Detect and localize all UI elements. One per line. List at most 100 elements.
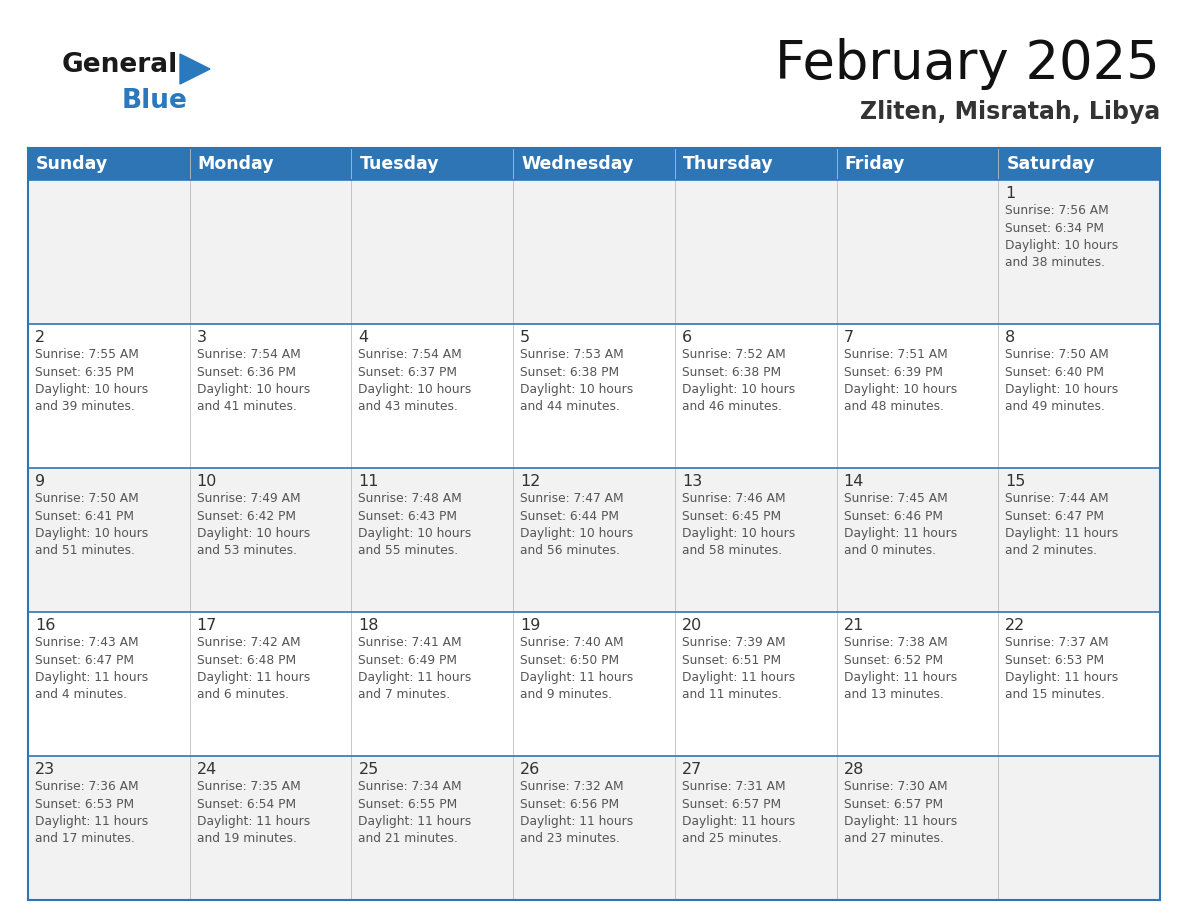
Text: February 2025: February 2025 — [776, 38, 1159, 90]
Text: Sunrise: 7:50 AM
Sunset: 6:41 PM
Daylight: 10 hours
and 51 minutes.: Sunrise: 7:50 AM Sunset: 6:41 PM Dayligh… — [34, 492, 148, 557]
Text: 16: 16 — [34, 618, 56, 633]
Text: Sunrise: 7:32 AM
Sunset: 6:56 PM
Daylight: 11 hours
and 23 minutes.: Sunrise: 7:32 AM Sunset: 6:56 PM Dayligh… — [520, 780, 633, 845]
Bar — [513, 612, 675, 756]
Text: Zliten, Misratah, Libya: Zliten, Misratah, Libya — [860, 100, 1159, 124]
Bar — [29, 180, 190, 324]
Text: Sunrise: 7:38 AM
Sunset: 6:52 PM
Daylight: 11 hours
and 13 minutes.: Sunrise: 7:38 AM Sunset: 6:52 PM Dayligh… — [843, 636, 956, 701]
Bar — [675, 324, 836, 468]
Bar — [675, 756, 836, 900]
Bar — [998, 612, 1159, 756]
Text: Sunrise: 7:41 AM
Sunset: 6:49 PM
Daylight: 11 hours
and 7 minutes.: Sunrise: 7:41 AM Sunset: 6:49 PM Dayligh… — [359, 636, 472, 701]
Bar — [29, 756, 190, 900]
Text: Sunrise: 7:44 AM
Sunset: 6:47 PM
Daylight: 11 hours
and 2 minutes.: Sunrise: 7:44 AM Sunset: 6:47 PM Dayligh… — [1005, 492, 1119, 557]
Text: 24: 24 — [197, 762, 217, 777]
Text: 2: 2 — [34, 330, 45, 345]
Text: 1: 1 — [1005, 186, 1016, 201]
Text: Wednesday: Wednesday — [522, 155, 633, 173]
Text: Sunrise: 7:45 AM
Sunset: 6:46 PM
Daylight: 11 hours
and 0 minutes.: Sunrise: 7:45 AM Sunset: 6:46 PM Dayligh… — [843, 492, 956, 557]
Bar — [998, 468, 1159, 612]
Bar — [675, 148, 836, 180]
Text: 13: 13 — [682, 474, 702, 489]
Text: Sunrise: 7:35 AM
Sunset: 6:54 PM
Daylight: 11 hours
and 19 minutes.: Sunrise: 7:35 AM Sunset: 6:54 PM Dayligh… — [197, 780, 310, 845]
Text: 6: 6 — [682, 330, 691, 345]
Text: Sunrise: 7:53 AM
Sunset: 6:38 PM
Daylight: 10 hours
and 44 minutes.: Sunrise: 7:53 AM Sunset: 6:38 PM Dayligh… — [520, 348, 633, 413]
Text: 11: 11 — [359, 474, 379, 489]
Text: Sunrise: 7:48 AM
Sunset: 6:43 PM
Daylight: 10 hours
and 55 minutes.: Sunrise: 7:48 AM Sunset: 6:43 PM Dayligh… — [359, 492, 472, 557]
Text: Sunrise: 7:30 AM
Sunset: 6:57 PM
Daylight: 11 hours
and 27 minutes.: Sunrise: 7:30 AM Sunset: 6:57 PM Dayligh… — [843, 780, 956, 845]
Bar — [352, 180, 513, 324]
Text: 8: 8 — [1005, 330, 1016, 345]
Text: Sunrise: 7:54 AM
Sunset: 6:37 PM
Daylight: 10 hours
and 43 minutes.: Sunrise: 7:54 AM Sunset: 6:37 PM Dayligh… — [359, 348, 472, 413]
Bar — [352, 756, 513, 900]
Text: Sunrise: 7:39 AM
Sunset: 6:51 PM
Daylight: 11 hours
and 11 minutes.: Sunrise: 7:39 AM Sunset: 6:51 PM Dayligh… — [682, 636, 795, 701]
Bar — [190, 756, 352, 900]
Text: Sunrise: 7:52 AM
Sunset: 6:38 PM
Daylight: 10 hours
and 46 minutes.: Sunrise: 7:52 AM Sunset: 6:38 PM Dayligh… — [682, 348, 795, 413]
Bar — [190, 148, 352, 180]
Text: 17: 17 — [197, 618, 217, 633]
Text: 20: 20 — [682, 618, 702, 633]
Text: 9: 9 — [34, 474, 45, 489]
Text: Thursday: Thursday — [683, 155, 773, 173]
Bar — [513, 148, 675, 180]
Text: Sunrise: 7:42 AM
Sunset: 6:48 PM
Daylight: 11 hours
and 6 minutes.: Sunrise: 7:42 AM Sunset: 6:48 PM Dayligh… — [197, 636, 310, 701]
Bar — [513, 756, 675, 900]
Bar — [836, 612, 998, 756]
Text: 5: 5 — [520, 330, 530, 345]
Text: General: General — [62, 52, 178, 78]
Text: Tuesday: Tuesday — [360, 155, 440, 173]
Bar — [675, 180, 836, 324]
Bar — [836, 324, 998, 468]
Text: Sunrise: 7:40 AM
Sunset: 6:50 PM
Daylight: 11 hours
and 9 minutes.: Sunrise: 7:40 AM Sunset: 6:50 PM Dayligh… — [520, 636, 633, 701]
Bar — [836, 756, 998, 900]
Text: 27: 27 — [682, 762, 702, 777]
Bar — [675, 468, 836, 612]
Text: 28: 28 — [843, 762, 864, 777]
Polygon shape — [181, 54, 210, 84]
Text: Sunrise: 7:37 AM
Sunset: 6:53 PM
Daylight: 11 hours
and 15 minutes.: Sunrise: 7:37 AM Sunset: 6:53 PM Dayligh… — [1005, 636, 1119, 701]
Text: Sunrise: 7:31 AM
Sunset: 6:57 PM
Daylight: 11 hours
and 25 minutes.: Sunrise: 7:31 AM Sunset: 6:57 PM Dayligh… — [682, 780, 795, 845]
Text: Sunrise: 7:56 AM
Sunset: 6:34 PM
Daylight: 10 hours
and 38 minutes.: Sunrise: 7:56 AM Sunset: 6:34 PM Dayligh… — [1005, 204, 1119, 270]
Bar — [836, 148, 998, 180]
Text: Sunrise: 7:50 AM
Sunset: 6:40 PM
Daylight: 10 hours
and 49 minutes.: Sunrise: 7:50 AM Sunset: 6:40 PM Dayligh… — [1005, 348, 1119, 413]
Text: 15: 15 — [1005, 474, 1025, 489]
Bar — [836, 180, 998, 324]
Bar — [190, 612, 352, 756]
Text: 10: 10 — [197, 474, 217, 489]
Bar — [998, 180, 1159, 324]
Text: Friday: Friday — [845, 155, 905, 173]
Bar — [29, 324, 190, 468]
Text: 3: 3 — [197, 330, 207, 345]
Bar — [352, 148, 513, 180]
Bar — [513, 468, 675, 612]
Text: 25: 25 — [359, 762, 379, 777]
Bar — [29, 468, 190, 612]
Text: 19: 19 — [520, 618, 541, 633]
Text: Saturday: Saturday — [1006, 155, 1095, 173]
Bar — [998, 324, 1159, 468]
Text: Sunrise: 7:49 AM
Sunset: 6:42 PM
Daylight: 10 hours
and 53 minutes.: Sunrise: 7:49 AM Sunset: 6:42 PM Dayligh… — [197, 492, 310, 557]
Bar — [513, 324, 675, 468]
Text: Sunrise: 7:51 AM
Sunset: 6:39 PM
Daylight: 10 hours
and 48 minutes.: Sunrise: 7:51 AM Sunset: 6:39 PM Dayligh… — [843, 348, 956, 413]
Text: Sunrise: 7:34 AM
Sunset: 6:55 PM
Daylight: 11 hours
and 21 minutes.: Sunrise: 7:34 AM Sunset: 6:55 PM Dayligh… — [359, 780, 472, 845]
Text: Sunrise: 7:54 AM
Sunset: 6:36 PM
Daylight: 10 hours
and 41 minutes.: Sunrise: 7:54 AM Sunset: 6:36 PM Dayligh… — [197, 348, 310, 413]
Bar — [190, 180, 352, 324]
Bar — [29, 148, 190, 180]
Text: 4: 4 — [359, 330, 368, 345]
Text: Sunrise: 7:36 AM
Sunset: 6:53 PM
Daylight: 11 hours
and 17 minutes.: Sunrise: 7:36 AM Sunset: 6:53 PM Dayligh… — [34, 780, 148, 845]
Text: 18: 18 — [359, 618, 379, 633]
Text: 12: 12 — [520, 474, 541, 489]
Text: Sunday: Sunday — [36, 155, 108, 173]
Text: Sunrise: 7:55 AM
Sunset: 6:35 PM
Daylight: 10 hours
and 39 minutes.: Sunrise: 7:55 AM Sunset: 6:35 PM Dayligh… — [34, 348, 148, 413]
Bar — [190, 468, 352, 612]
Text: 22: 22 — [1005, 618, 1025, 633]
Text: 23: 23 — [34, 762, 55, 777]
Text: Sunrise: 7:47 AM
Sunset: 6:44 PM
Daylight: 10 hours
and 56 minutes.: Sunrise: 7:47 AM Sunset: 6:44 PM Dayligh… — [520, 492, 633, 557]
Text: Monday: Monday — [197, 155, 274, 173]
Bar — [190, 324, 352, 468]
Bar — [675, 612, 836, 756]
Text: Sunrise: 7:43 AM
Sunset: 6:47 PM
Daylight: 11 hours
and 4 minutes.: Sunrise: 7:43 AM Sunset: 6:47 PM Dayligh… — [34, 636, 148, 701]
Bar — [998, 756, 1159, 900]
Bar — [352, 612, 513, 756]
Text: 21: 21 — [843, 618, 864, 633]
Text: Sunrise: 7:46 AM
Sunset: 6:45 PM
Daylight: 10 hours
and 58 minutes.: Sunrise: 7:46 AM Sunset: 6:45 PM Dayligh… — [682, 492, 795, 557]
